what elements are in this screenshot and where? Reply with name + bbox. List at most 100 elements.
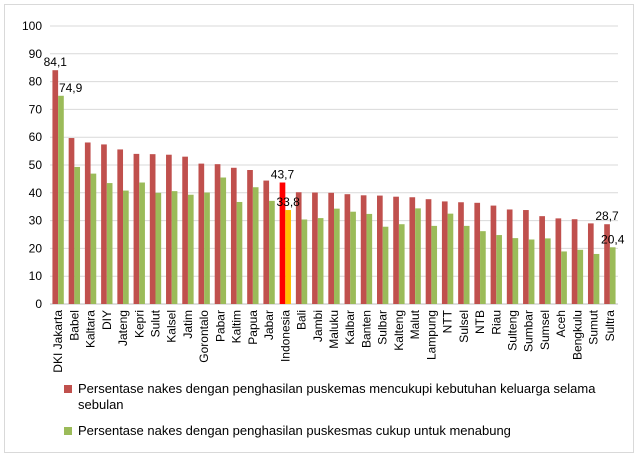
legend-swatch-series-2 bbox=[64, 427, 72, 435]
bar-series-2 bbox=[171, 191, 178, 304]
data-labels: 84,1 74,9 43,7 33,8 28,7 20,4 bbox=[44, 55, 625, 246]
x-tick-label: Sumsel bbox=[538, 310, 552, 350]
x-tick-label: Kepri bbox=[132, 310, 146, 338]
bar-series-1 bbox=[52, 70, 59, 305]
bar-series-2 bbox=[90, 173, 97, 304]
x-tick-label: Jatim bbox=[181, 310, 195, 339]
x-tick-label: NTT bbox=[441, 309, 455, 333]
x-tick-label: Bali bbox=[295, 310, 309, 330]
bar-series-1 bbox=[84, 142, 91, 304]
bar-series-1 bbox=[425, 199, 432, 304]
bar-series-2 bbox=[252, 187, 259, 304]
x-axis-ticks: DKI Jakarta Babel Kaltara DIY Jateng Kepri Sul… bbox=[51, 309, 617, 372]
bar-series-1 bbox=[409, 197, 416, 304]
bar-series-2 bbox=[220, 177, 227, 304]
x-tick-label: Jambi bbox=[311, 310, 325, 342]
x-tick-label: Kalsel bbox=[165, 310, 179, 343]
bar-series-1 bbox=[441, 201, 448, 304]
x-tick-label: Aceh bbox=[554, 310, 568, 337]
y-tick-label: 100 bbox=[22, 19, 42, 33]
bar-series-2 bbox=[415, 208, 421, 304]
x-tick-label: Maluku bbox=[327, 310, 341, 349]
x-tick-label: Bengkulu bbox=[570, 310, 584, 360]
x-tick-label: Indonesia bbox=[278, 310, 292, 362]
bar-series-2 bbox=[74, 166, 81, 304]
x-tick-label: Babel bbox=[67, 310, 81, 341]
x-tick-label: Banten bbox=[359, 310, 373, 348]
bar-series-1 bbox=[587, 223, 594, 304]
legend-swatch-series-1 bbox=[64, 385, 72, 393]
y-tick-label: 30 bbox=[29, 214, 43, 228]
bar-series-1 bbox=[490, 205, 497, 304]
bar-series-2 bbox=[366, 213, 373, 304]
y-tick-label: 20 bbox=[29, 241, 43, 255]
data-label: 33,8 bbox=[276, 195, 300, 209]
bar-series-1 bbox=[458, 202, 464, 304]
bar-series-2 bbox=[447, 213, 454, 304]
y-tick-label: 60 bbox=[29, 130, 43, 144]
bar-series-1 bbox=[312, 192, 318, 304]
bar-series-2 bbox=[528, 239, 535, 304]
bar-series-1 bbox=[344, 194, 351, 304]
x-tick-label: Sulut bbox=[148, 309, 162, 337]
bar-series-2 bbox=[301, 219, 308, 304]
bar-series-2 bbox=[139, 182, 145, 304]
y-tick-label: 10 bbox=[29, 269, 43, 283]
x-tick-label: Sultra bbox=[603, 310, 617, 342]
bar-series-2 bbox=[269, 200, 275, 304]
y-tick-label: 0 bbox=[35, 297, 42, 311]
data-label: 84,1 bbox=[44, 55, 68, 69]
bar-series-1 bbox=[214, 164, 221, 304]
x-tick-label: Jabar bbox=[262, 310, 276, 340]
bars bbox=[52, 70, 616, 305]
bar-series-2 bbox=[593, 253, 600, 304]
bar-series-2 bbox=[561, 251, 567, 304]
bar-series-1 bbox=[506, 209, 513, 304]
y-tick-label: 50 bbox=[29, 158, 43, 172]
bar-series-2 bbox=[58, 95, 64, 304]
data-label: 43,7 bbox=[271, 168, 295, 182]
bar-series-1 bbox=[360, 195, 367, 304]
x-tick-label: Jateng bbox=[116, 310, 130, 346]
bar-series-2 bbox=[480, 231, 486, 304]
x-tick-label: Sulsel bbox=[457, 310, 471, 343]
x-tick-label: DIY bbox=[100, 310, 114, 330]
bar-series-1 bbox=[539, 216, 545, 304]
bar-series-1 bbox=[474, 202, 481, 304]
bar-series-2 bbox=[544, 238, 551, 304]
x-tick-label: Malut bbox=[408, 309, 422, 339]
bar-series-1 bbox=[101, 144, 107, 304]
y-tick-label: 40 bbox=[29, 186, 43, 200]
bar-series-2 bbox=[382, 226, 389, 304]
bar-series-1 bbox=[393, 196, 399, 304]
bar-series-2 bbox=[204, 192, 210, 304]
bar-series-2 bbox=[512, 238, 519, 304]
bar-series-1 bbox=[247, 170, 253, 304]
x-tick-label: Sumut bbox=[587, 309, 601, 344]
bar-series-1 bbox=[198, 163, 205, 304]
bar-series-1 bbox=[328, 192, 334, 304]
bar-series-2 bbox=[106, 183, 113, 304]
x-tick-label: Papua bbox=[246, 310, 260, 345]
bar-series-1 bbox=[571, 219, 578, 304]
bar-series-2 bbox=[496, 235, 502, 304]
x-tick-label: Gorontalo bbox=[197, 310, 211, 363]
bar-series-1 bbox=[166, 154, 172, 304]
bar-series-1 bbox=[133, 153, 140, 304]
bar-series-2 bbox=[236, 201, 243, 304]
bar-series-1 bbox=[68, 138, 75, 304]
bar-series-1 bbox=[377, 195, 383, 304]
bar-series-1 bbox=[523, 210, 529, 304]
x-tick-label: NTB bbox=[473, 310, 487, 334]
bar-series-2 bbox=[609, 247, 616, 304]
x-tick-label: Kalteng bbox=[392, 310, 406, 351]
bar-series-1 bbox=[263, 180, 270, 304]
bar-series-2 bbox=[350, 211, 356, 304]
x-tick-label: Kalbar bbox=[343, 310, 357, 345]
bar-series-1 bbox=[230, 167, 237, 304]
bar-series-1 bbox=[182, 156, 188, 304]
bar-series-2 bbox=[187, 194, 194, 304]
y-tick-label: 90 bbox=[29, 47, 43, 61]
bar-series-1 bbox=[149, 154, 156, 304]
